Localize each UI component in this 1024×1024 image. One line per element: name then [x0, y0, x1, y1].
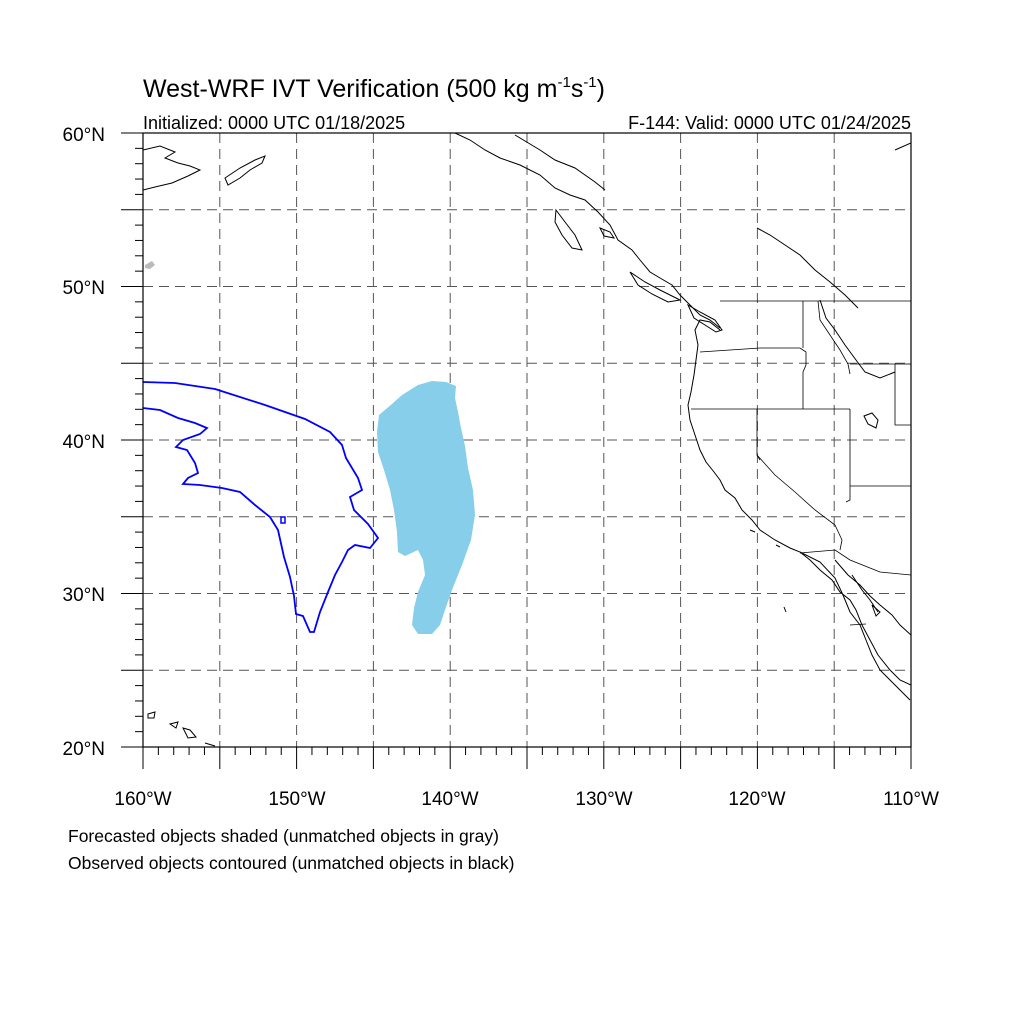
lon-label-110w: 110°W [883, 789, 939, 810]
lat-labels: 60°N 50°N 40°N 30°N 20°N [63, 125, 105, 760]
coastlines [143, 133, 911, 747]
observed-ivt-contour [143, 381, 380, 633]
lat-label-50n: 50°N [63, 278, 105, 299]
forecast-ivt-object [377, 381, 475, 634]
political-boundaries [691, 300, 911, 626]
init-time-label: Initialized: 0000 UTC 01/18/2025 [143, 113, 405, 133]
unmatched-forecast-object [145, 261, 155, 269]
lon-label-150w: 150°W [268, 789, 325, 810]
lat-label-60n: 60°N [63, 125, 105, 146]
legend-observed-note: Observed objects contoured (unmatched ob… [68, 853, 515, 873]
lon-label-140w: 140°W [421, 789, 478, 810]
map-title: West-WRF IVT Verification (500 kg m-1s-1… [143, 74, 605, 103]
axis-ticks [121, 132, 912, 769]
valid-time-label: F-144: Valid: 0000 UTC 01/24/2025 [628, 113, 911, 133]
lat-label-40n: 40°N [63, 432, 105, 453]
lon-label-130w: 130°W [575, 789, 632, 810]
lat-label-20n: 20°N [63, 739, 105, 760]
observed-contour-small [280, 516, 286, 524]
lat-label-30n: 30°N [63, 585, 105, 606]
gridlines [143, 133, 911, 747]
lon-labels: 160°W 150°W 140°W 130°W 120°W 110°W [114, 789, 939, 810]
lon-label-120w: 120°W [728, 789, 785, 810]
map-features [143, 133, 911, 747]
legend-forecast-note: Forecasted objects shaded (unmatched obj… [68, 826, 499, 846]
lon-label-160w: 160°W [114, 789, 171, 810]
